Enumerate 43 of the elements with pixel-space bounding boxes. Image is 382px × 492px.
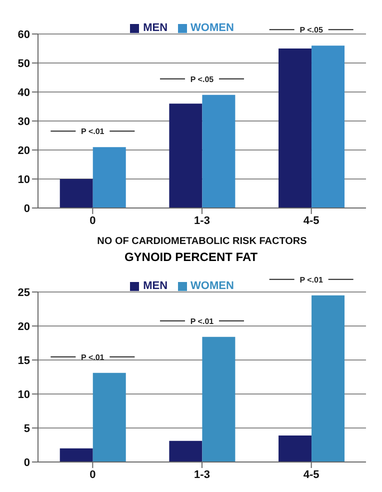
y-tick-label: 50 [18, 58, 30, 70]
y-tick-label: 40 [18, 86, 30, 99]
x-tick-label: 1-3 [194, 214, 210, 227]
bar [202, 94, 236, 208]
bar [92, 147, 126, 208]
bar [312, 46, 345, 208]
text: P <.01 [300, 275, 324, 284]
annotation: P <.01 [81, 352, 105, 362]
bar [202, 336, 236, 462]
annotation: P <.05 [190, 74, 214, 84]
bar [60, 179, 93, 208]
x-axis-title: NO OF CARDIOMETABOLIC RISK FACTORS [97, 236, 308, 247]
x-tick-label: 4-5 [303, 468, 320, 481]
annotation: P <.01 [81, 127, 105, 136]
legend-label: MEN [143, 22, 168, 34]
legend-label: WOMEN [190, 280, 234, 292]
y-tick-label: 0 [24, 456, 30, 469]
legend-label: WOMEN [190, 22, 234, 34]
chart-title: GYNOID PERCENT FAT [123, 250, 259, 266]
bar [169, 104, 202, 208]
y-tick-label: 25 [18, 286, 30, 299]
bar [60, 448, 93, 462]
y-tick-label: 0 [24, 202, 30, 215]
x-tick-label: 0 [90, 468, 96, 481]
y-tick-label: 15 [18, 354, 30, 367]
annotation: P <.05 [300, 26, 324, 35]
bar [92, 372, 126, 462]
bar [278, 48, 312, 208]
y-tick-label: 10 [18, 174, 30, 186]
x-tick-label: 0 [90, 214, 96, 227]
bar [169, 440, 202, 462]
bar [312, 295, 345, 462]
y-tick-label: 20 [18, 144, 30, 157]
bar [278, 435, 312, 462]
y-tick-label: 10 [18, 388, 30, 401]
annotation: P <.01 [190, 316, 214, 326]
y-tick-label: 5 [24, 422, 30, 435]
y-tick-label: 20 [18, 320, 30, 333]
x-tick-label: 4-5 [303, 214, 320, 227]
y-tick-label: 60 [18, 28, 30, 41]
legend-label: MEN [143, 280, 168, 292]
y-tick-label: 30 [18, 116, 30, 128]
x-tick-label: 1-3 [194, 468, 210, 481]
